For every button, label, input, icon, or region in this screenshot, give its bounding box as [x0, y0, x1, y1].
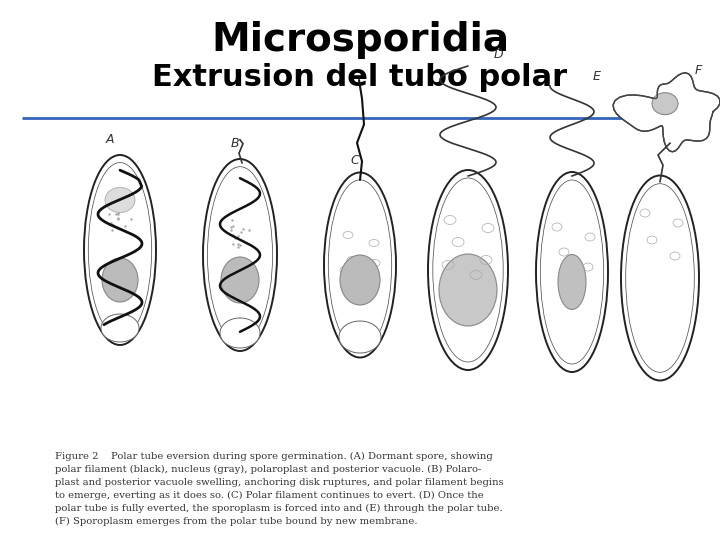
Text: Extrusion del tubo polar: Extrusion del tubo polar — [153, 64, 567, 92]
Ellipse shape — [220, 318, 260, 348]
Ellipse shape — [558, 254, 586, 309]
Text: C: C — [351, 154, 359, 167]
Text: F: F — [694, 64, 701, 77]
Text: Microsporidia: Microsporidia — [211, 21, 509, 59]
Ellipse shape — [652, 93, 678, 114]
Ellipse shape — [221, 257, 259, 303]
Text: Figure 2    Polar tube eversion during spore germination. (A) Dormant spore, sho: Figure 2 Polar tube eversion during spor… — [55, 452, 503, 526]
Ellipse shape — [102, 258, 138, 302]
Text: A: A — [106, 133, 114, 146]
Text: D: D — [493, 48, 503, 61]
Text: B: B — [230, 137, 239, 150]
Ellipse shape — [439, 254, 497, 326]
Ellipse shape — [340, 255, 380, 305]
Text: E: E — [593, 70, 601, 83]
Ellipse shape — [101, 314, 139, 342]
Ellipse shape — [339, 321, 381, 353]
Polygon shape — [613, 73, 720, 152]
Ellipse shape — [105, 187, 135, 213]
